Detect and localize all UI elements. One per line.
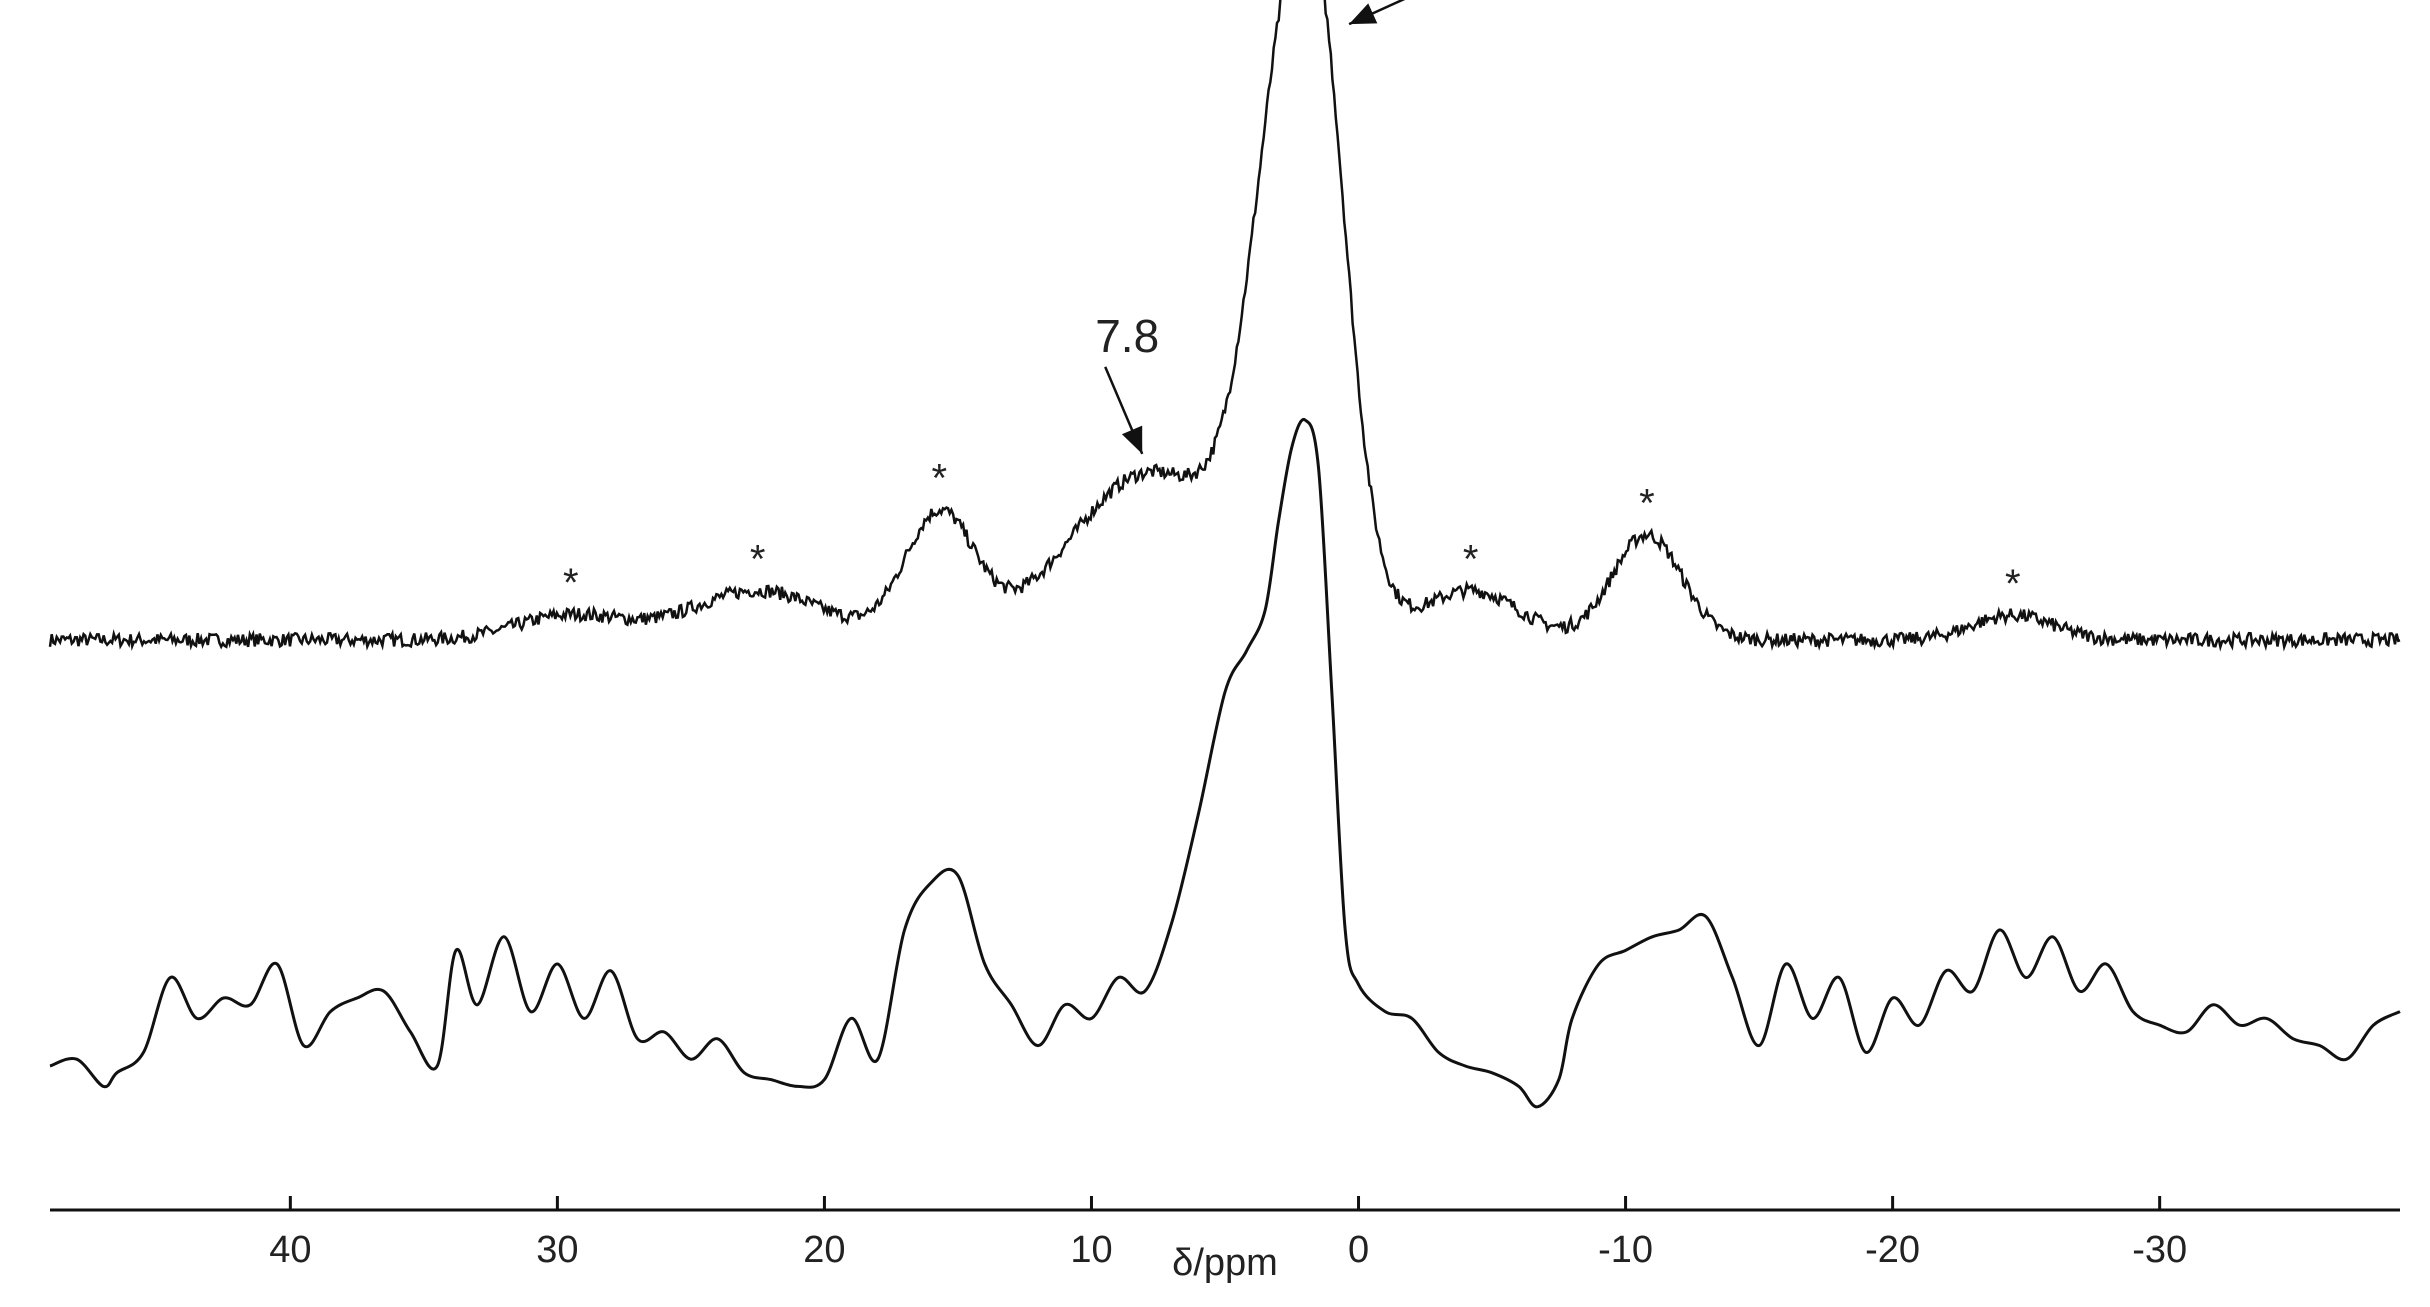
x-tick-label: 30 bbox=[536, 1229, 578, 1271]
x-tick-label: -10 bbox=[1598, 1229, 1653, 1271]
x-tick-label: 10 bbox=[1070, 1229, 1112, 1271]
spinning-sideband-marker: * bbox=[563, 561, 579, 605]
annotation-arrowhead bbox=[1121, 425, 1143, 454]
lower-spectrum-trace bbox=[49, 417, 2401, 1109]
x-tick-label: -20 bbox=[1865, 1229, 1920, 1271]
x-tick-label: 20 bbox=[803, 1229, 845, 1271]
spinning-sideband-marker: * bbox=[931, 457, 947, 501]
x-tick-label: 0 bbox=[1348, 1229, 1369, 1271]
spinning-sideband-marker: * bbox=[750, 537, 766, 581]
upper-spectrum-trace bbox=[48, 0, 2401, 652]
spinning-sideband-marker: * bbox=[2005, 562, 2021, 606]
spinning-sideband-marker: * bbox=[1639, 482, 1655, 526]
x-axis-label: δ/ppm bbox=[1172, 1242, 1278, 1284]
spinning-sideband-marker: * bbox=[1463, 537, 1479, 581]
peak-annotation-label: 7.8 bbox=[1095, 310, 1159, 362]
peak-annotation-label: 2.3 bbox=[1447, 0, 1511, 4]
x-tick-label: -30 bbox=[2132, 1229, 2187, 1271]
x-tick-label: 40 bbox=[269, 1229, 311, 1271]
annotation-arrowhead bbox=[1349, 3, 1378, 25]
